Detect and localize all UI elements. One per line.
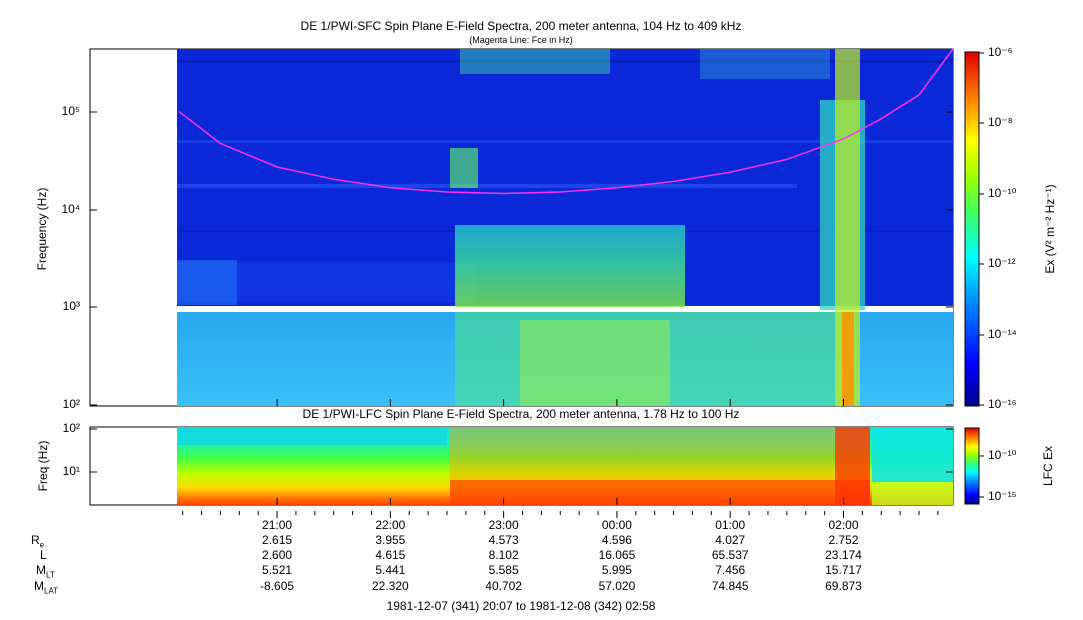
top-ytick-label: 10³ bbox=[62, 299, 80, 313]
ephem-l-value: 23.174 bbox=[825, 548, 862, 562]
ephem-mlat-value: -8.605 bbox=[260, 579, 295, 593]
ephem-mlt-value: 15.717 bbox=[825, 563, 862, 577]
cbar-tick-label: 10⁻¹⁵ bbox=[988, 489, 1017, 503]
ephem-times-value: 22:00 bbox=[375, 518, 406, 532]
top-chart-subtitle: (Magenta Line: Fce in Hz) bbox=[469, 35, 573, 45]
ephem-l-value: 8.102 bbox=[488, 548, 519, 562]
cbar-tick-label: 10⁻⁸ bbox=[988, 115, 1013, 129]
ephem-re-value: 4.573 bbox=[488, 533, 519, 547]
bottom-ytick-label: 10¹ bbox=[62, 464, 80, 478]
time-range: 1981-12-07 (341) 20:07 to 1981-12-08 (34… bbox=[386, 599, 656, 613]
top-ytick-label: 10⁵ bbox=[61, 104, 80, 118]
bottom-chart-title: DE 1/PWI-LFC Spin Plane E-Field Spectra,… bbox=[302, 407, 740, 421]
top-colorbar bbox=[964, 51, 980, 407]
time-axis-ticks bbox=[182, 399, 939, 518]
ephem-mlat-value: 74.845 bbox=[711, 579, 749, 593]
ephem-label-l: L bbox=[40, 548, 47, 562]
top-colorbar-ticks bbox=[979, 52, 984, 406]
ephem-mlat-value: 57.020 bbox=[598, 579, 636, 593]
bottom-ytick-label: 10² bbox=[62, 421, 80, 435]
cbar-tick-label: 10⁻¹⁰ bbox=[988, 448, 1017, 462]
ephem-mlat-value: 69.873 bbox=[825, 579, 862, 593]
ephem-times-value: 01:00 bbox=[715, 518, 746, 532]
ephem-l-value: 16.065 bbox=[598, 548, 636, 562]
ephem-re-value: 4.027 bbox=[715, 533, 746, 547]
lfc-texture bbox=[177, 427, 953, 505]
top-colorbar-label: Ex (V² m⁻² Hz⁻¹) bbox=[1043, 184, 1057, 274]
ephem-mlat-value: 40.702 bbox=[485, 579, 522, 593]
bottom-y-ticks bbox=[90, 428, 953, 473]
ephem-times-value: 00:00 bbox=[601, 518, 632, 532]
ephem-re-value: 2.615 bbox=[262, 533, 293, 547]
fce-line bbox=[178, 48, 954, 195]
ephem-times-value: 23:00 bbox=[488, 518, 519, 532]
ephem-mlt-value: 5.585 bbox=[488, 563, 519, 577]
ephem-label-mlat: MLAT bbox=[34, 579, 59, 596]
ephem-mlt-value: 7.456 bbox=[715, 563, 746, 577]
ephem-mlat-value: 22.320 bbox=[371, 579, 409, 593]
cbar-tick-label: 10⁻¹⁶ bbox=[988, 397, 1017, 411]
ephem-label-re: Re bbox=[31, 533, 45, 550]
bottom-colorbar-ticks bbox=[979, 455, 984, 498]
ephem-re-value: 2.752 bbox=[828, 533, 859, 547]
top-chart-title: DE 1/PWI-SFC Spin Plane E-Field Spectra,… bbox=[300, 19, 742, 33]
ephem-label-mlt: MLT bbox=[36, 563, 55, 580]
bottom-colorbar-label: LFC Ex bbox=[1041, 446, 1055, 487]
ephem-times-value: 21:00 bbox=[262, 518, 293, 532]
bottom-colorbar bbox=[964, 427, 980, 505]
ephem-mlt-value: 5.995 bbox=[601, 563, 632, 577]
top-y-axis-label: Frequency (Hz) bbox=[35, 187, 49, 271]
ephem-re-value: 4.596 bbox=[601, 533, 632, 547]
cbar-tick-label: 10⁻¹⁰ bbox=[988, 186, 1017, 200]
sfc-data-gap bbox=[177, 306, 953, 312]
ephem-mlt-value: 5.521 bbox=[262, 563, 293, 577]
top-ytick-label: 10² bbox=[62, 397, 80, 411]
ephem-l-value: 2.600 bbox=[262, 548, 293, 562]
wave-burst-regions bbox=[177, 49, 865, 406]
bottom-y-axis-label: Freq (Hz) bbox=[36, 440, 50, 492]
cbar-tick-label: 10⁻¹⁴ bbox=[988, 327, 1017, 341]
ephem-times-value: 02:00 bbox=[828, 518, 859, 532]
cbar-tick-label: 10⁻⁶ bbox=[988, 45, 1013, 59]
ephem-l-value: 65.537 bbox=[711, 548, 749, 562]
ephem-mlt-value: 5.441 bbox=[375, 563, 406, 577]
top-y-ticks bbox=[90, 111, 953, 406]
cbar-tick-label: 10⁻¹² bbox=[988, 256, 1016, 270]
ephem-re-value: 3.955 bbox=[375, 533, 406, 547]
ephem-l-value: 4.615 bbox=[375, 548, 406, 562]
top-ytick-label: 10⁴ bbox=[61, 202, 80, 216]
